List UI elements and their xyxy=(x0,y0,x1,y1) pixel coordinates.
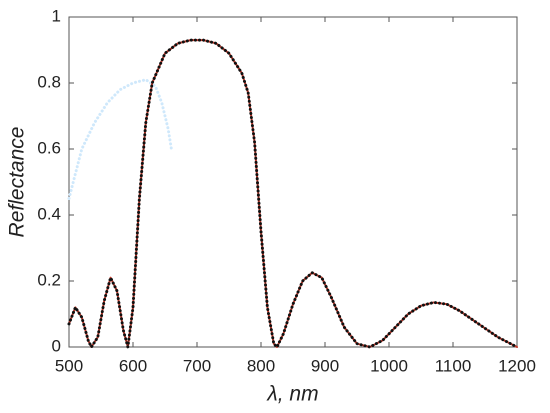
x-tick-label: 500 xyxy=(55,356,83,375)
x-tick-label: 900 xyxy=(311,356,339,375)
y-tick-label: 0 xyxy=(52,336,61,355)
y-tick-label: 1 xyxy=(52,6,61,25)
y-tick-label: 0.8 xyxy=(37,72,61,91)
series-line xyxy=(67,78,173,200)
y-axis-title: Reflectance xyxy=(6,127,29,238)
x-tick-label: 800 xyxy=(247,356,275,375)
series-line xyxy=(68,39,518,348)
y-tick-label: 0.6 xyxy=(37,138,61,157)
x-tick-label: 1200 xyxy=(498,356,536,375)
x-tick-label: 600 xyxy=(119,356,147,375)
x-tick-label: 700 xyxy=(183,356,211,375)
y-tick-label: 0.2 xyxy=(37,270,61,289)
x-axis-title: λ, nm xyxy=(266,383,318,406)
y-tick-label: 0.4 xyxy=(37,204,61,223)
x-tick-label: 1000 xyxy=(370,356,408,375)
series-line xyxy=(67,38,519,349)
x-tick-label: 1100 xyxy=(435,356,472,375)
plot-frame xyxy=(68,16,518,348)
